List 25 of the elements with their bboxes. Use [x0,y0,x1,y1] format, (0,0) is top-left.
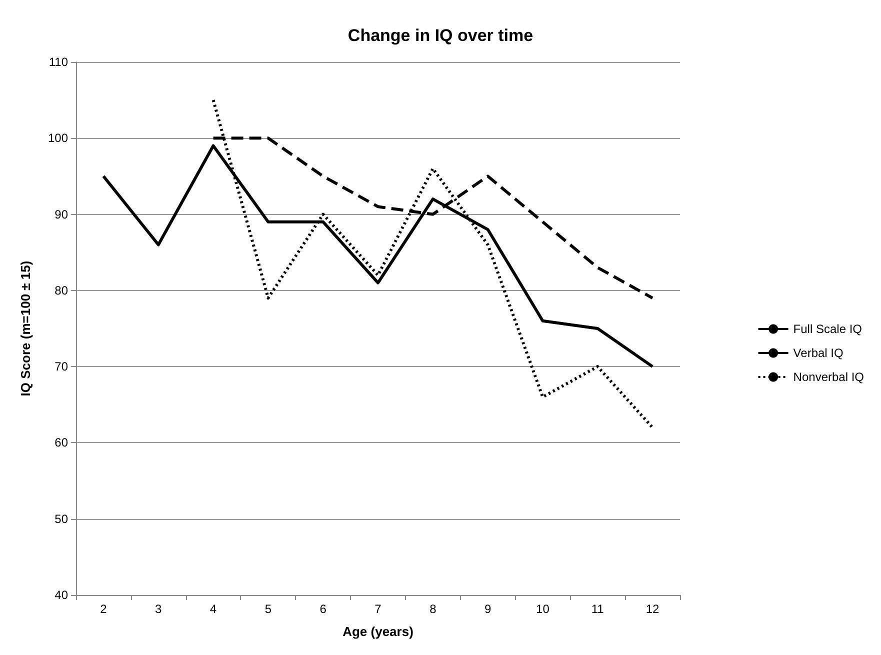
y-tick-label: 110 [48,55,68,69]
legend-label: Full Scale IQ [793,322,862,336]
x-axis-title: Age (years) [342,624,414,639]
x-tick-label: 8 [430,602,437,616]
x-tick-label: 3 [155,602,162,616]
x-tick-label: 10 [536,602,550,616]
x-tick-label: 12 [646,602,660,616]
y-tick-label: 70 [54,360,68,374]
x-tick-label: 4 [210,602,217,616]
y-tick-label: 100 [48,131,68,146]
x-tick-label: 5 [264,602,272,616]
y-tick-label: 90 [54,207,68,222]
x-tick-label: 2 [100,602,108,616]
legend-label: Verbal IQ [793,346,844,360]
y-tick-label: 60 [54,436,68,450]
y-tick-label: 40 [54,588,68,602]
x-tick-label: 6 [320,602,327,616]
x-tick-label: 7 [374,602,382,616]
chart-title: Change in IQ over time [348,26,534,45]
legend-label: Nonverbal IQ [793,370,864,384]
x-tick-label: 11 [591,602,604,616]
y-tick-label: 80 [54,283,68,298]
y-axis-title: IQ Score (m=100 ± 15) [18,260,33,396]
y-tick-label: 50 [54,512,68,526]
x-tick-label: 9 [484,602,492,616]
